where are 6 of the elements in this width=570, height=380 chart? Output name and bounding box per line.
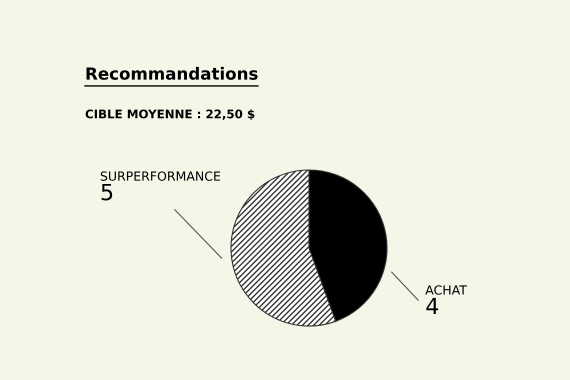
slice-label: ACHAT (425, 285, 467, 295)
chart-title: Recommandations (86, 66, 258, 80)
data-label: 5 (102, 184, 112, 200)
data-label: 4 (426, 298, 438, 314)
slice-label: SURPERFORMANCE (100, 171, 220, 181)
chart-subtitle: CIBLE MOYENNE : 22,50 $ (86, 109, 254, 120)
